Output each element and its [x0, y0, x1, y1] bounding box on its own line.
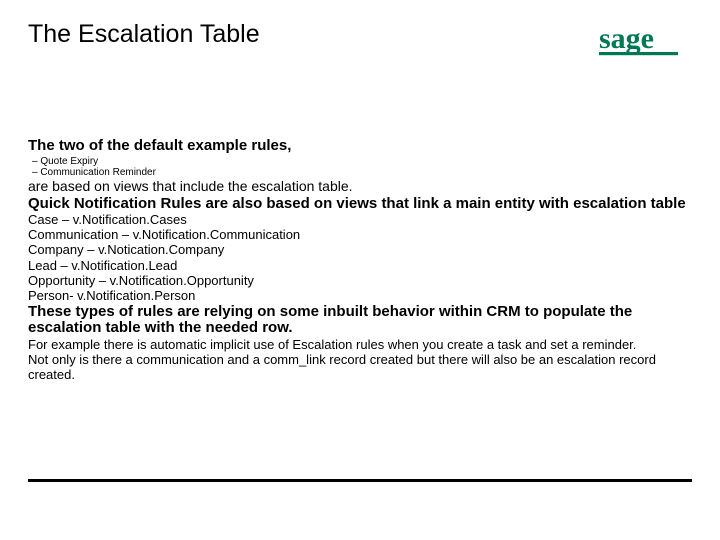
view-company: Company – v.Notication.Company	[28, 242, 692, 257]
heading-inbuilt-behavior: These types of rules are relying on some…	[28, 304, 692, 337]
para-implicit-use: For example there is automatic implicit …	[28, 337, 692, 352]
logo-text: sage	[599, 22, 654, 55]
view-opportunity: Opportunity – v.Notification.Opportunity	[28, 273, 692, 288]
bullet-communication-reminder: – Communication Reminder	[28, 167, 692, 178]
heading-default-rules: The two of the default example rules,	[28, 137, 692, 154]
view-case: Case – v.Notification.Cases	[28, 212, 692, 227]
view-communication: Communication – v.Notification.Communica…	[28, 227, 692, 242]
body-views-include: are based on views that include the esca…	[28, 178, 692, 195]
sage-logo: sage	[596, 20, 688, 67]
heading-quick-notification: Quick Notification Rules are also based …	[28, 195, 692, 212]
view-lead: Lead – v.Notification.Lead	[28, 258, 692, 273]
para-escalation-record: Not only is there a communication and a …	[28, 352, 692, 383]
slide-title: The Escalation Table	[28, 20, 692, 49]
bullet-quote-expiry: – Quote Expiry	[28, 156, 692, 167]
footer-divider	[28, 479, 692, 482]
view-person: Person- v.Notification.Person	[28, 288, 692, 303]
